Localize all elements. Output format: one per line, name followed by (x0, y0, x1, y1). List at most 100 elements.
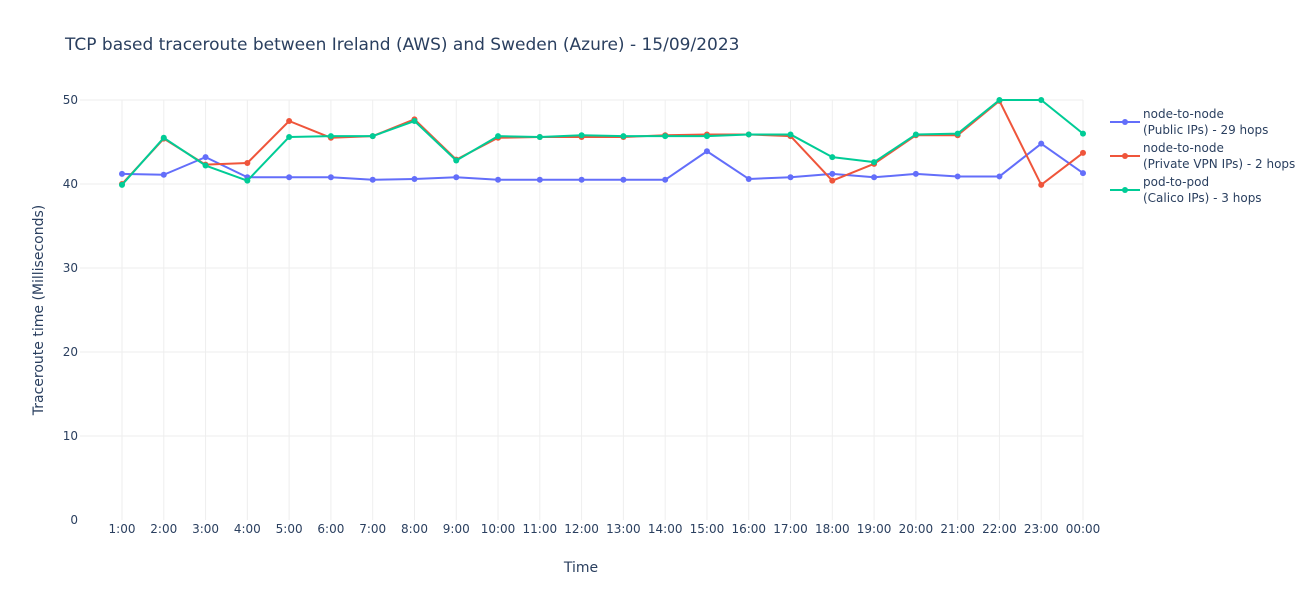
data-point (1080, 170, 1086, 177)
x-axis-title: Time (563, 560, 598, 576)
y-tick-label: 20 (63, 345, 78, 359)
data-point (369, 133, 376, 140)
x-tick-label: 00:00 (1066, 522, 1101, 536)
x-tick-label: 16:00 (731, 522, 766, 536)
legend-swatch-marker (1122, 119, 1128, 125)
data-point (745, 131, 752, 138)
x-tick-label: 18:00 (815, 522, 850, 536)
series-3 (119, 97, 1086, 188)
data-point (954, 173, 961, 180)
data-point (536, 133, 543, 140)
legend-item[interactable]: node-to-node (Public IPs) - 29 hops (1110, 107, 1268, 137)
data-point (160, 134, 167, 141)
x-tick-label: 1:00 (109, 522, 136, 536)
data-point (829, 170, 836, 177)
data-point (1038, 181, 1045, 188)
data-point (871, 174, 878, 181)
x-tick-label: 17:00 (773, 522, 808, 536)
x-tick-label: 7:00 (359, 522, 386, 536)
legend-label-line2: (Public IPs) - 29 hops (1143, 123, 1268, 137)
legend-label-line2: (Private VPN IPs) - 2 hops (1143, 157, 1295, 171)
data-point (703, 133, 710, 140)
data-point (369, 176, 376, 183)
data-point (620, 176, 627, 183)
data-point (996, 173, 1003, 180)
data-point (286, 118, 293, 124)
data-point (912, 170, 919, 177)
legend-label-line1: pod-to-pod (1143, 175, 1209, 189)
data-point (1038, 97, 1045, 103)
gridlines (80, 99, 1084, 520)
y-tick-label: 40 (63, 177, 78, 191)
data-point (871, 159, 878, 166)
data-point (202, 154, 209, 161)
y-tick-label: 10 (63, 429, 78, 443)
data-point (411, 118, 418, 124)
series-line (121, 99, 1084, 186)
data-point (495, 133, 502, 140)
data-point (787, 131, 794, 138)
data-point (620, 133, 627, 140)
x-tick-label: 8:00 (401, 522, 428, 536)
x-tick-label: 2:00 (150, 522, 177, 536)
data-point (996, 97, 1003, 103)
data-point (703, 148, 710, 155)
x-tick-label: 20:00 (899, 522, 934, 536)
legend: node-to-node(Public IPs) - 29 hopsnode-t… (1110, 107, 1295, 205)
x-tick-labels: 1:00 2:00 3:00 4:00 5:00 6:00 7:00 8:00 9:00 10:0… (109, 522, 1101, 536)
legend-item[interactable]: node-to-node (Private VPN IPs) - 2 hops (1110, 141, 1295, 171)
x-tick-label: 15:00 (690, 522, 725, 536)
legend-swatch-marker (1122, 187, 1128, 193)
data-point (745, 175, 752, 182)
x-tick-label: 11:00 (523, 522, 558, 536)
data-point (202, 162, 209, 169)
data-point (286, 174, 293, 181)
data-point (160, 171, 167, 178)
data-point (244, 177, 251, 184)
data-point (662, 133, 669, 140)
data-point (912, 131, 919, 138)
data-point (1080, 149, 1086, 156)
series-line (121, 99, 1084, 186)
data-point (1038, 140, 1045, 147)
x-tick-label: 6:00 (317, 522, 344, 536)
data-point (327, 133, 334, 140)
data-point (244, 160, 251, 166)
legend-label-line1: node-to-node (1143, 107, 1224, 121)
data-point (829, 154, 836, 161)
y-tick-label: 0 (70, 513, 78, 527)
y-tick-labels: 0 10 20 30 40 50 (63, 93, 78, 527)
x-tick-label: 19:00 (857, 522, 892, 536)
data-point (662, 176, 669, 183)
x-tick-label: 4:00 (234, 522, 261, 536)
x-tick-label: 9:00 (443, 522, 470, 536)
x-tick-label: 21:00 (940, 522, 975, 536)
legend-label-line1: node-to-node (1143, 141, 1224, 155)
y-tick-label: 30 (63, 261, 78, 275)
series-line (121, 142, 1084, 181)
y-axis-title: Traceroute time (Milliseconds) (31, 205, 47, 416)
data-point (453, 157, 460, 164)
data-point (453, 174, 460, 181)
x-tick-label: 23:00 (1024, 522, 1059, 536)
legend-swatch-marker (1122, 153, 1128, 159)
data-point (536, 176, 543, 183)
series-2 (119, 97, 1086, 188)
data-point (119, 181, 125, 188)
data-point (578, 132, 585, 139)
data-point (286, 133, 293, 140)
legend-label-line2: (Calico IPs) - 3 hops (1143, 191, 1262, 205)
data-point (119, 170, 125, 177)
data-point (954, 130, 961, 137)
x-tick-label: 22:00 (982, 522, 1017, 536)
chart-title: TCP based traceroute between Ireland (AW… (64, 35, 739, 55)
series-lines (119, 97, 1086, 188)
data-point (1080, 130, 1086, 137)
x-tick-label: 3:00 (192, 522, 219, 536)
data-point (578, 176, 585, 183)
x-tick-label: 13:00 (606, 522, 641, 536)
legend-item[interactable]: pod-to-pod (Calico IPs) - 3 hops (1110, 175, 1262, 205)
x-tick-label: 12:00 (564, 522, 599, 536)
data-point (411, 175, 418, 182)
